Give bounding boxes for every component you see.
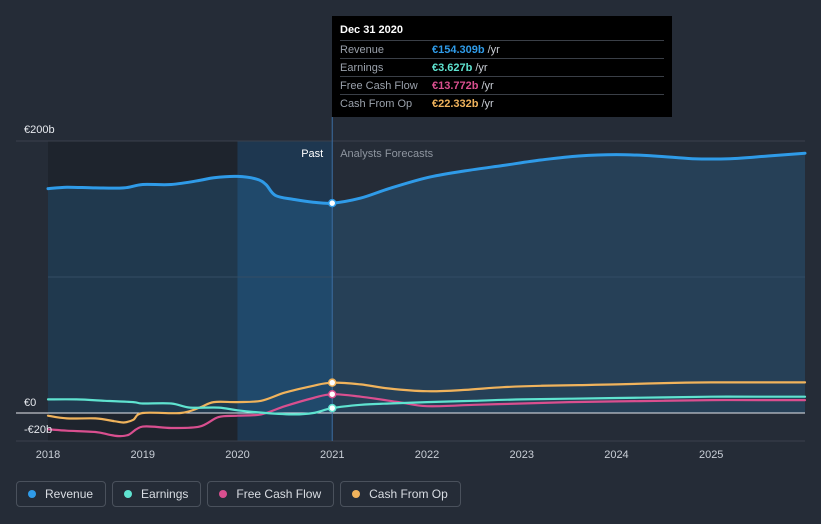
legend-item-cash-from-op[interactable]: Cash From Op: [340, 481, 461, 507]
revenue-line: [46, 151, 807, 205]
tooltip-value: €3.627b: [432, 61, 473, 74]
legend-label: Earnings: [141, 487, 189, 501]
tooltip-label: Cash From Op: [340, 97, 413, 110]
x-tick-label: 2023: [509, 449, 533, 461]
x-tick-label: 2018: [36, 449, 60, 461]
legend-label: Revenue: [45, 487, 94, 501]
earnings-marker: [327, 403, 337, 413]
y-tick-bottom: -€20b: [24, 424, 52, 436]
cash-from-op-line: [46, 381, 807, 424]
legend-item-free-cash-flow[interactable]: Free Cash Flow: [207, 481, 335, 507]
y-tick-top: €200b: [24, 124, 55, 136]
tooltip-label: Earnings: [340, 61, 384, 74]
x-tick-label: 2020: [225, 449, 249, 461]
legend-label: Cash From Op: [369, 487, 448, 501]
tooltip-row-cash-from-op: Cash From Op €22.332b /yr: [340, 94, 664, 112]
highlight-band: [237, 141, 333, 441]
cash-from-op-marker: [327, 378, 337, 387]
legend-dot-icon: [219, 490, 228, 498]
earnings-line: [46, 395, 807, 416]
free-cash-flow-marker: [327, 389, 337, 399]
tooltip-row-free-cash-flow: Free Cash Flow €13.772b /yr: [340, 76, 664, 94]
tooltip-value: €22.332b: [432, 97, 479, 110]
free-cash-flow-line: [46, 393, 807, 438]
tooltip-label: Free Cash Flow: [340, 79, 418, 92]
x-tick-label: 2022: [415, 449, 439, 461]
x-tick-label: 2024: [604, 449, 628, 461]
legend-dot-icon: [124, 490, 133, 498]
legend-dot-icon: [28, 490, 36, 498]
tooltip-date: Dec 31 2020: [340, 24, 403, 36]
tooltip-row-earnings: Earnings €3.627b /yr: [340, 58, 664, 76]
legend: Revenue Earnings Free Cash Flow Cash Fro…: [16, 481, 461, 507]
legend-label: Free Cash Flow: [236, 487, 322, 501]
tooltip-unit: /yr: [487, 43, 500, 56]
x-tick-label: 2021: [320, 449, 344, 461]
x-tick-label: 2019: [131, 449, 155, 461]
legend-item-earnings[interactable]: Earnings: [112, 481, 202, 507]
y-tick-zero: €0: [24, 397, 36, 409]
tooltip: Dec 31 2020 Revenue €154.309b /yr Earnin…: [332, 16, 672, 117]
tooltip-row-revenue: Revenue €154.309b /yr: [340, 40, 664, 58]
forecast-label: Analysts Forecasts: [340, 148, 433, 160]
legend-dot-icon: [352, 490, 361, 498]
revenue-marker: [327, 198, 337, 208]
tooltip-value: €13.772b: [432, 79, 479, 92]
tooltip-unit: /yr: [475, 61, 488, 74]
tooltip-unit: /yr: [481, 79, 494, 92]
tooltip-value: €154.309b: [432, 43, 485, 56]
legend-item-revenue[interactable]: Revenue: [16, 481, 107, 507]
past-label: Past: [301, 148, 323, 160]
tooltip-label: Revenue: [340, 43, 385, 56]
x-tick-label: 2025: [699, 449, 723, 461]
tooltip-unit: /yr: [481, 97, 494, 110]
revenue-area: [48, 153, 805, 413]
